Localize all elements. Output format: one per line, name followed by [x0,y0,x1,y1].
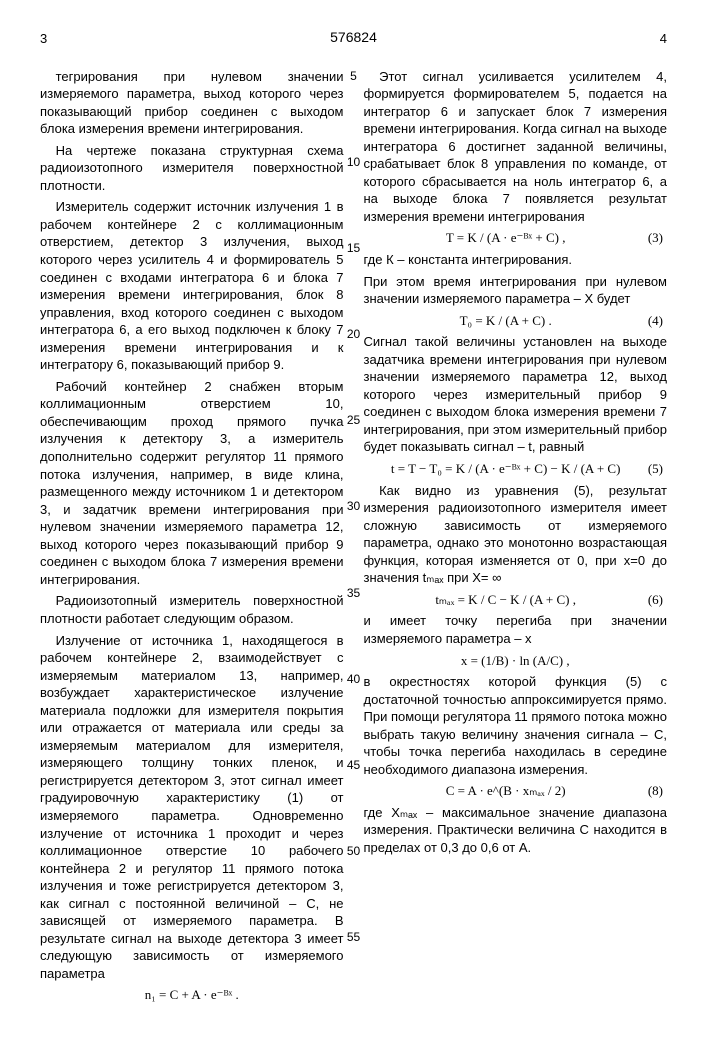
para: где Xₘₐₓ – максимальное значение диапазо… [364,804,668,857]
text-columns: 5 10 15 20 25 30 35 40 45 50 55 тегриров… [40,68,667,1008]
para: в окрестностях которой функция (5) с дос… [364,673,668,778]
para: Рабочий контейнер 2 снабжен вторым колли… [40,378,344,589]
line-number: 40 [347,671,360,687]
formula-5: t = T − T₀ = K / (A · e⁻ᴮˣ + C) − K / (A… [364,460,668,478]
line-number: 55 [347,929,360,945]
page-left: 3 [40,30,47,48]
para: Измеритель содержит источник излучения 1… [40,198,344,373]
line-number: 45 [347,757,360,773]
para: Сигнал такой величины установлен на выхо… [364,333,668,456]
formula-text: T = K / (A · e⁻ᴮˣ + C) , [446,230,566,245]
formula-text: t = T − T₀ = K / (A · e⁻ᴮˣ + C) − K / (A… [391,461,621,476]
para: На чертеже показана структурная схема ра… [40,142,344,195]
formula-text: tₘₐₓ = K / C − K / (A + C) , [435,592,576,607]
formula-8: C = A · e^(B · xₘₐₓ / 2) (8) [364,782,668,800]
para: где К – константа интегрирования. [364,251,668,269]
para: При этом время интегрирования при нулево… [364,273,668,308]
line-number: 35 [347,585,360,601]
formula-4: T₀ = K / (A + C) . (4) [364,312,668,330]
formula-6: tₘₐₓ = K / C − K / (A + C) , (6) [364,591,668,609]
eq-number: (6) [648,591,663,609]
para: Радиоизотопный измеритель поверхностной … [40,592,344,627]
left-column: тегрирования при нулевом значении измеря… [40,68,344,1008]
eq-number: (3) [648,229,663,247]
formula-3: T = K / (A · e⁻ᴮˣ + C) , (3) [364,229,668,247]
para: Излучение от источника 1, находящегося в… [40,632,344,983]
para: тегрирования при нулевом значении измеря… [40,68,344,138]
line-numbers: 5 10 15 20 25 30 35 40 45 50 55 [347,68,360,1016]
line-number: 50 [347,843,360,859]
document-number: 576824 [330,28,377,47]
formula-text: C = A · e^(B · xₘₐₓ / 2) [446,783,566,798]
line-number: 15 [347,240,360,256]
para: и имеет точку перегиба при значении изме… [364,612,668,647]
right-column: Этот сигнал усиливается усилителем 4, фо… [364,68,668,1008]
eq-number: (8) [648,782,663,800]
line-number: 5 [347,68,360,84]
eq-number: (5) [648,460,663,478]
line-number: 10 [347,154,360,170]
formula: n₁ = C + A · e⁻ᴮˣ . [40,986,344,1004]
formula-text: T₀ = K / (A + C) . [460,313,552,328]
formula-7: x = (1/B) · ln (A/C) , [364,652,668,670]
line-number: 20 [347,326,360,342]
line-number: 25 [347,412,360,428]
eq-number: (4) [648,312,663,330]
para: Как видно из уравнения (5), результат из… [364,482,668,587]
page-right: 4 [660,30,667,48]
para: Этот сигнал усиливается усилителем 4, фо… [364,68,668,226]
line-number: 30 [347,498,360,514]
